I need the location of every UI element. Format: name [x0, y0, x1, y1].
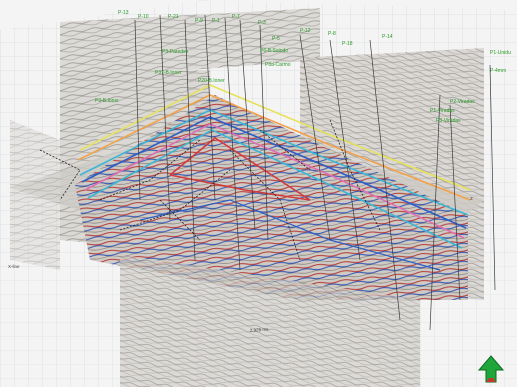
horizons [77, 84, 471, 271]
horizon-blue [81, 116, 467, 229]
well-label: P1-Unidu [490, 50, 511, 56]
inline-panel-front [75, 95, 468, 300]
well-label: P3-B.Ioner [95, 98, 119, 104]
horizon-cyan [79, 109, 469, 216]
well-label: P-5 [272, 36, 280, 42]
axis-label-right: Z [470, 196, 473, 201]
north-arrow-icon[interactable] [476, 354, 506, 384]
well-label: P-13 [118, 10, 129, 16]
inline-panel-lower [120, 255, 420, 387]
horizon-pink [84, 123, 465, 239]
fault-sticks [39, 119, 381, 261]
well-label: P20-B.Ioner [198, 78, 225, 84]
well-label: P-10 [138, 14, 149, 20]
horizon-cyan-2 [87, 129, 463, 249]
back-inline-panel [60, 8, 320, 80]
well-label: P2-Viradas [450, 99, 475, 105]
well-label: P-9 [195, 18, 203, 24]
well-label: P6-B.Saindo [260, 48, 288, 54]
horizon-yellow [79, 84, 471, 191]
well-label: P-7 [232, 14, 240, 20]
horizon-red [169, 137, 311, 201]
well-label: P-3 [258, 20, 266, 26]
well-label: P1-Viradas [430, 108, 455, 114]
well-label: P-4mm [490, 68, 506, 74]
well-label: P-1 [212, 18, 220, 24]
well-label: P-18 [342, 41, 353, 47]
axis-label-left: X-line [8, 264, 20, 269]
well-label: P-14 [382, 34, 393, 40]
horizon-orange [77, 94, 471, 201]
well-label: P3-Viradas [436, 118, 461, 124]
well-label: P-12 [300, 28, 311, 34]
well-label: P3-Paredes [162, 49, 189, 55]
side-panel-bottom-left [10, 120, 60, 270]
well-label: P37-B.Ioner [155, 70, 182, 76]
well-label: P-8 [328, 31, 336, 37]
well-labels: P-13 P-10 P-21 P-9 P-1 P-7 P-3 P-12 P-8 … [95, 10, 511, 124]
well-label: P8a-Carmo [265, 62, 291, 68]
axis-label-bottom: 2,925 ms [250, 326, 270, 333]
well-label: P-21 [168, 14, 179, 20]
well-trajectories [134, 14, 496, 331]
horizon-blue-2 [139, 199, 441, 271]
